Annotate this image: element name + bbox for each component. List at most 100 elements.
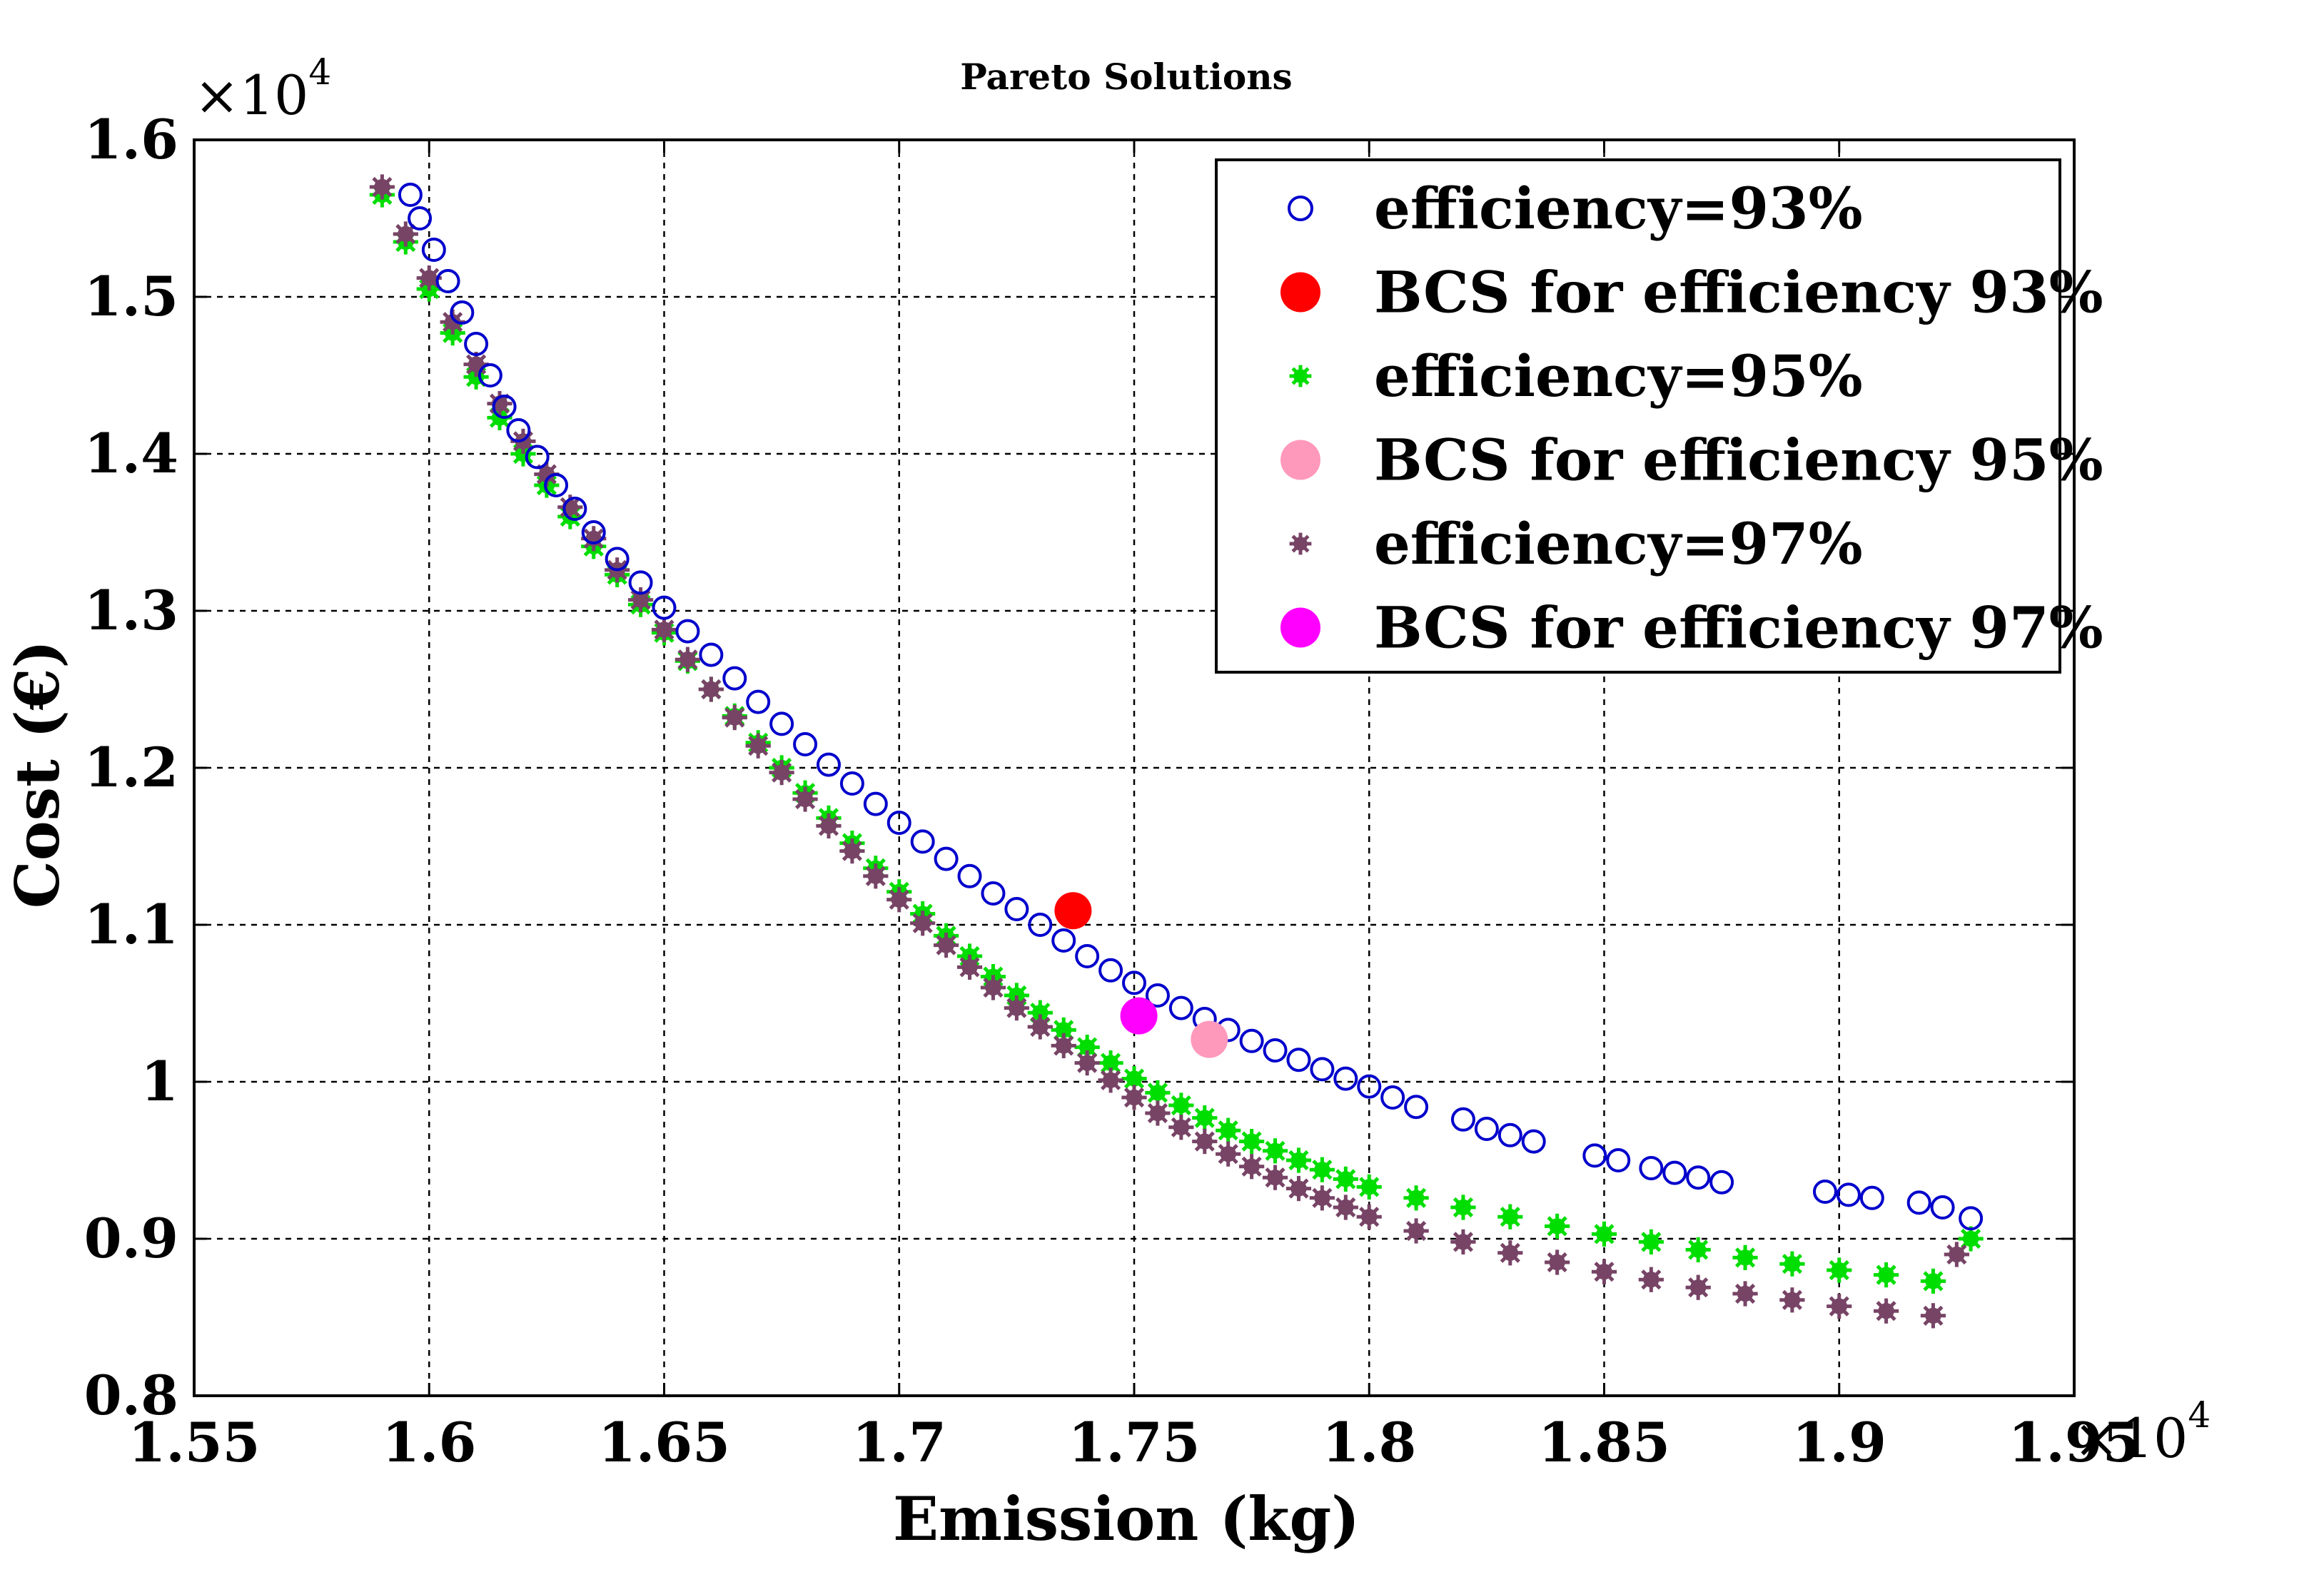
data-point — [562, 497, 587, 521]
data-point — [1380, 1085, 1405, 1110]
data-point — [398, 183, 423, 207]
data-point — [1098, 1068, 1123, 1093]
data-point — [1638, 1267, 1664, 1292]
data-point — [1192, 1129, 1218, 1155]
data-point — [652, 595, 677, 620]
data-point — [1051, 1033, 1076, 1058]
x-tick-label: 1.8 — [1322, 1411, 1416, 1474]
legend-marker — [1280, 272, 1320, 313]
y-tick-label: 1.4 — [84, 422, 178, 485]
data-point — [980, 975, 1006, 1000]
legend-marker — [1289, 532, 1312, 555]
data-point — [1285, 1176, 1312, 1202]
x-axis-multiplier: ×104 — [2073, 1394, 2211, 1470]
y-axis-label: Cost (€) — [2, 640, 73, 908]
data-point — [1920, 1268, 1946, 1294]
data-point — [1357, 1074, 1382, 1099]
x-tick-label: 1.9 — [1792, 1411, 1886, 1474]
data-point — [934, 846, 959, 871]
data-point — [769, 711, 794, 736]
data-point — [863, 863, 889, 889]
data-point — [1591, 1259, 1617, 1284]
data-point — [793, 732, 818, 756]
legend: efficiency=93% BCS for efficiency 93% effi… — [1215, 158, 2103, 674]
data-point — [1474, 1117, 1499, 1141]
data-point — [1145, 983, 1170, 1008]
data-point — [369, 174, 395, 200]
data-point — [393, 221, 418, 247]
data-point — [1732, 1244, 1758, 1270]
data-point — [1450, 1229, 1476, 1254]
data-point — [745, 733, 771, 759]
data-point — [1497, 1240, 1523, 1266]
data-point — [675, 619, 700, 644]
y-tick-label: 1.1 — [84, 893, 178, 956]
data-point — [506, 418, 531, 442]
data-point — [464, 332, 489, 356]
data-point — [1685, 1237, 1711, 1262]
data-point — [478, 363, 502, 387]
x-tick-label: 1.95 — [2008, 1411, 2140, 1474]
data-point — [1074, 1035, 1100, 1060]
data-point — [816, 813, 842, 838]
data-point — [1959, 1206, 1984, 1231]
data-point — [1906, 1190, 1931, 1215]
y-axis-multiplier: ×104 — [194, 51, 331, 127]
data-point — [1944, 1242, 1969, 1267]
data-point — [1686, 1165, 1711, 1190]
data-point — [1356, 1174, 1382, 1200]
data-point — [1403, 1218, 1429, 1244]
chart-title: Pareto Solutions — [960, 56, 1292, 98]
data-point — [544, 473, 569, 497]
legend-marker — [1280, 607, 1320, 648]
data-point — [1121, 1085, 1147, 1110]
legend-marker — [1280, 440, 1320, 480]
data-point — [1404, 1095, 1429, 1120]
data-point — [839, 838, 865, 864]
data-point — [651, 617, 677, 642]
data-point — [1075, 944, 1100, 968]
data-point — [910, 829, 935, 854]
data-point — [1874, 1298, 1899, 1324]
data-point — [1122, 970, 1146, 995]
data-point — [1262, 1165, 1288, 1190]
data-point — [1827, 1294, 1852, 1319]
data-point — [1098, 958, 1123, 983]
data-point — [492, 395, 517, 419]
data-point — [1709, 1170, 1734, 1195]
data-point — [421, 238, 446, 262]
legend-label: efficiency=93% — [1374, 175, 1863, 242]
data-point — [1004, 897, 1029, 921]
data-point — [698, 676, 724, 702]
data-point — [450, 300, 475, 325]
data-point — [792, 786, 818, 812]
y-tick-label: 1.2 — [84, 736, 178, 799]
data-point — [440, 309, 465, 335]
x-tick-label: 1.6 — [382, 1411, 476, 1474]
data-point — [1779, 1287, 1805, 1313]
data-point — [525, 445, 550, 470]
data-point — [934, 933, 959, 958]
data-point — [1263, 1038, 1288, 1063]
data-point — [1638, 1229, 1664, 1254]
data-point — [1168, 995, 1193, 1020]
y-tick-label: 1.6 — [84, 108, 178, 171]
data-point — [1098, 1050, 1123, 1076]
data-point — [581, 520, 606, 544]
legend-label: efficiency=95% — [1374, 343, 1863, 410]
data-point — [1239, 1028, 1264, 1053]
data-point — [1545, 1213, 1570, 1239]
data-point — [956, 954, 983, 980]
x-tick-label: 1.7 — [852, 1411, 946, 1474]
data-point — [863, 791, 888, 816]
data-point — [1051, 1017, 1076, 1043]
data-point — [722, 666, 747, 691]
data-point — [1310, 1057, 1335, 1082]
data-point — [628, 570, 653, 595]
data-point — [534, 462, 560, 487]
data-point — [1027, 1014, 1053, 1040]
data-point — [957, 863, 982, 888]
data-point — [1168, 1115, 1194, 1140]
data-point — [1450, 1107, 1475, 1132]
